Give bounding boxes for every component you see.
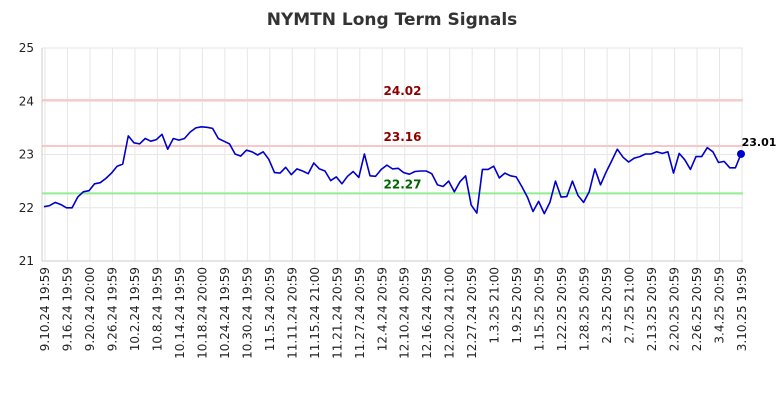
x-tick-label: 1.3.25 21:00 [488, 267, 502, 344]
x-tick-label: 10.14.24 19:59 [173, 267, 187, 359]
x-tick-label: 9.10.24 19:59 [38, 267, 52, 351]
x-tick-label: 10.18.24 20:00 [195, 267, 209, 359]
reference-lines [42, 99, 743, 195]
reference-line-label: 22.27 [384, 177, 422, 191]
x-tick-label: 1.22.25 20:59 [555, 267, 569, 351]
x-tick-label: 11.15.24 21:00 [308, 267, 322, 359]
x-tick-label: 11.21.24 20:59 [330, 267, 344, 359]
x-tick-label: 12.4.24 20:59 [375, 267, 389, 351]
y-tick-label: 21 [19, 254, 34, 268]
series-layer [43, 126, 745, 215]
x-tick-label: 3.10.25 19:59 [735, 267, 749, 351]
x-tick-label: 10.24.24 19:59 [218, 267, 232, 359]
x-tick-label: 9.16.24 19:59 [60, 267, 74, 351]
last-point-marker [737, 149, 745, 158]
x-tick-label: 9.26.24 19:59 [105, 267, 119, 351]
y-tick-label: 23 [19, 148, 34, 162]
x-tick-label: 9.20.24 20:00 [83, 267, 97, 351]
grid [42, 47, 743, 262]
x-tick-label: 1.28.25 20:59 [578, 267, 592, 351]
x-tick-label: 10.30.24 19:59 [240, 267, 254, 359]
x-tick-label: 10.2.24 19:59 [128, 267, 142, 351]
x-tick-label: 10.8.24 19:59 [150, 267, 164, 351]
y-tick-label: 25 [19, 41, 34, 55]
x-tick-label: 12.10.24 20:59 [398, 267, 412, 359]
x-tick-label: 2.26.25 20:59 [690, 267, 704, 351]
x-tick-label: 1.9.25 20:59 [510, 267, 524, 344]
annotations: 24.02 23.16 22.27 23.01 [384, 84, 777, 191]
x-tick-label: 12.16.24 20:59 [420, 267, 434, 359]
x-tick-label: 12.20.24 21:00 [443, 267, 457, 359]
axes: 21 22 23 24 25 9.10.24 19:59 9.16.24 19:59 9.20… [19, 41, 749, 359]
reference-line-label: 24.02 [384, 84, 422, 98]
price-line [43, 126, 742, 215]
x-tick-label: 2.13.25 20:59 [645, 267, 659, 351]
x-tick-label: 11.5.24 20:59 [263, 267, 277, 351]
last-value-label: 23.01 [742, 136, 777, 149]
x-tick-label: 11.11.24 20:59 [285, 267, 299, 359]
x-tick-label: 2.20.25 20:59 [668, 267, 682, 351]
x-tick-label: 11.27.24 20:59 [353, 267, 367, 359]
x-tick-label: 3.4.25 20:59 [713, 267, 727, 344]
y-tick-label: 22 [19, 201, 34, 215]
reference-line-label: 23.16 [384, 130, 422, 144]
x-tick-label: 2.3.25 20:59 [600, 267, 614, 344]
x-tick-label: 12.27.24 20:59 [465, 267, 479, 359]
chart-title: NYMTN Long Term Signals [267, 10, 518, 30]
x-tick-label: 1.15.25 20:59 [533, 267, 547, 351]
y-tick-label: 24 [19, 94, 34, 108]
x-tick-label: 2.7.25 21:00 [623, 267, 637, 344]
